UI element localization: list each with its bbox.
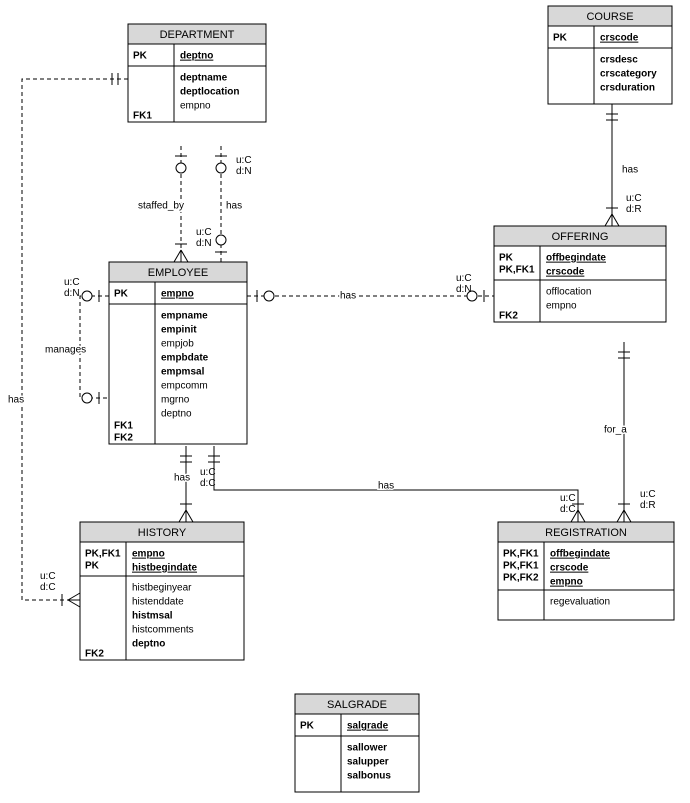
svg-text:u:Cd:C: u:Cd:C: [200, 467, 216, 489]
entity-title: SALGRADE: [327, 699, 387, 711]
relationship-staffed_by: u:Cd:Nstaffed_bystaffed_by: [138, 146, 212, 262]
relationship-manages: u:Cd:Nmanagesmanages: [45, 277, 109, 404]
relationship-off_for_reg: u:Cd:Rfor_afor_a: [604, 342, 656, 522]
svg-text:u:Cd:N: u:Cd:N: [196, 227, 212, 249]
attribute: empcomm: [161, 381, 208, 392]
attribute: histmsal: [132, 611, 173, 622]
attribute: empno: [180, 101, 211, 112]
key-label: PK: [300, 721, 315, 732]
key-label: FK2: [499, 311, 518, 322]
key-label: PK: [553, 33, 568, 44]
attribute: histenddate: [132, 597, 184, 608]
svg-text:has: has: [622, 165, 638, 176]
entities-layer: DEPARTMENT PK deptno FK1 deptname deptlocatio…: [80, 6, 674, 792]
attribute: crsduration: [600, 83, 655, 94]
svg-text:u:Cd:R: u:Cd:R: [626, 193, 642, 215]
key-label: PK,FK1: [503, 561, 539, 572]
attribute: sallower: [347, 743, 387, 754]
key-label: PK: [114, 289, 129, 300]
svg-text:staffed_by: staffed_by: [138, 201, 184, 212]
svg-text:u:Cd:N: u:Cd:N: [236, 155, 252, 177]
key-label: FK2: [114, 433, 133, 444]
key-label: PK,FK1: [503, 549, 539, 560]
key-label: FK1: [114, 421, 133, 432]
attribute: crsdesc: [600, 55, 638, 66]
key-label: PK,FK2: [503, 573, 539, 584]
attribute: histbeginyear: [132, 583, 192, 594]
attribute: empjob: [161, 339, 194, 350]
attribute: crscode: [546, 267, 585, 278]
relationship-emp_has_hist: u:Cd:Chashas: [174, 446, 216, 522]
attribute: histcomments: [132, 625, 194, 636]
attribute: deptno: [161, 409, 192, 420]
attribute: regevaluation: [550, 597, 610, 608]
svg-text:u:Cd:N: u:Cd:N: [64, 277, 80, 299]
entity-history: HISTORY PK,FK1PK empno histbegindate FK2 hist…: [80, 522, 244, 660]
entity-salgrade: SALGRADE PK salgrade sallower salupper salbon…: [295, 694, 419, 792]
attribute: histbegindate: [132, 563, 197, 574]
svg-text:has: has: [174, 473, 190, 484]
svg-text:has: has: [226, 201, 242, 212]
attribute: empbdate: [161, 353, 209, 364]
attribute: mgrno: [161, 395, 190, 406]
attribute: empname: [161, 311, 208, 322]
attribute: crscode: [550, 563, 589, 574]
entity-title: EMPLOYEE: [148, 267, 209, 279]
entity-title: HISTORY: [138, 527, 187, 539]
relationship-dept_has_emp: u:Cd:Nhashas: [215, 146, 252, 262]
entity-title: DEPARTMENT: [160, 29, 235, 41]
relationship-course_has_off: u:Cd:Rhashas: [605, 104, 642, 226]
svg-text:u:Cd:R: u:Cd:R: [640, 489, 656, 511]
entity-offering: OFFERING PKPK,FK1 offbegindate crscode FK2 of…: [494, 226, 666, 322]
svg-text:for_a: for_a: [604, 425, 627, 436]
key-label: PK: [133, 51, 148, 62]
key-label: FK2: [85, 649, 104, 660]
er-diagram: u:Cd:Nstaffed_bystaffed_byu:Cd:Nhashasu:…: [0, 0, 690, 803]
attribute: empmsal: [161, 367, 205, 378]
svg-text:has: has: [340, 291, 356, 302]
attribute: empno: [550, 577, 583, 588]
entity-title: COURSE: [586, 11, 633, 23]
entity-course: COURSE PK crscode crsdesc crscategory crsdura…: [548, 6, 672, 104]
svg-text:manages: manages: [45, 345, 86, 356]
entity-registration: REGISTRATIONPK,FK1PK,FK1PK,FK2offbeginda…: [498, 522, 674, 620]
attribute: offbegindate: [550, 549, 610, 560]
key-label: PK,FK1: [85, 549, 121, 560]
attribute: offlocation: [546, 287, 591, 298]
svg-text:u:Cd:N: u:Cd:N: [456, 273, 472, 295]
attribute: offbegindate: [546, 253, 606, 264]
svg-text:has: has: [8, 395, 24, 406]
attribute: empno: [546, 301, 577, 312]
entity-department: DEPARTMENT PK deptno FK1 deptname deptlocatio…: [128, 24, 266, 122]
svg-text:u:Cd:C: u:Cd:C: [560, 493, 576, 515]
entity-employee: EMPLOYEE PK empno FK1FK2 empname empinit empjo…: [109, 262, 247, 444]
key-label: PK: [85, 561, 100, 572]
attribute: empinit: [161, 325, 197, 336]
relationship-emp_has_reg: u:Cd:Chashas: [208, 446, 585, 522]
attribute: deptname: [180, 73, 228, 84]
relationship-emp_has_offering: u:Cd:Nhashas: [247, 273, 494, 302]
entity-title: REGISTRATION: [545, 527, 627, 539]
key-label: PK,FK1: [499, 265, 535, 276]
attribute: salgrade: [347, 721, 389, 732]
attribute: deptno: [180, 51, 213, 62]
attribute: crscategory: [600, 69, 657, 80]
attribute: salupper: [347, 757, 389, 768]
key-label: PK: [499, 253, 514, 264]
svg-text:u:Cd:C: u:Cd:C: [40, 571, 56, 593]
entity-title: OFFERING: [552, 231, 609, 243]
attribute: deptno: [132, 639, 165, 650]
attribute: crscode: [600, 33, 639, 44]
attribute: salbonus: [347, 771, 391, 782]
svg-text:has: has: [378, 481, 394, 492]
attribute: empno: [132, 549, 165, 560]
attribute: deptlocation: [180, 87, 239, 98]
key-label: FK1: [133, 111, 152, 122]
attribute: empno: [161, 289, 194, 300]
